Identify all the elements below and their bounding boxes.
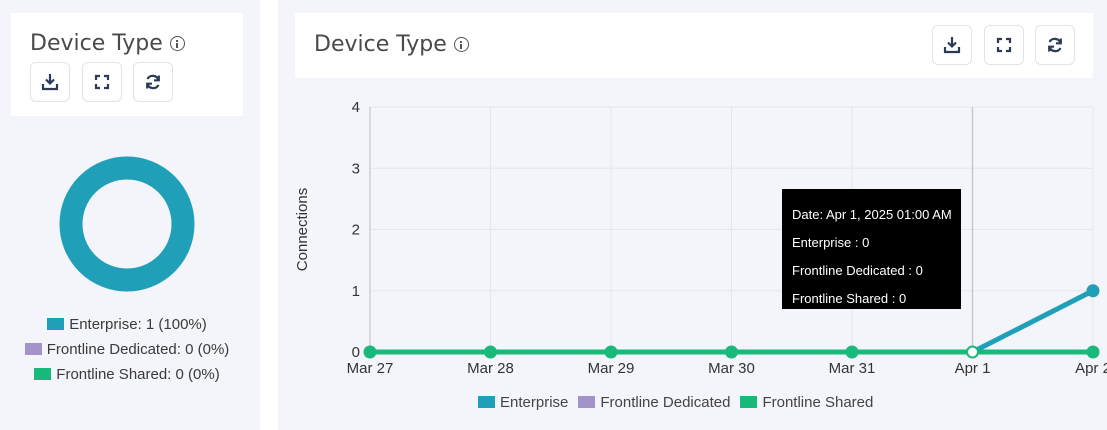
legend-item-frontline-dedicated[interactable]: Frontline Dedicated: [578, 394, 730, 411]
legend-item-frontline-shared[interactable]: Frontline Shared: [740, 394, 873, 411]
y-axis-label: Connections: [294, 188, 311, 271]
y-tick-label: 4: [352, 99, 360, 116]
legend-swatch: [34, 368, 52, 380]
y-tick-label: 1: [352, 283, 360, 300]
refresh-icon: [146, 74, 160, 90]
series-point-frontline-shared[interactable]: [484, 345, 497, 359]
y-tick-label: 3: [352, 160, 360, 177]
legend-swatch: [740, 396, 758, 408]
fullscreen-button[interactable]: [82, 62, 122, 102]
download-button[interactable]: [932, 25, 972, 65]
tooltip-frontline-shared: Frontline Shared : 0: [792, 291, 907, 306]
legend-item-enterprise[interactable]: Enterprise: [478, 394, 568, 411]
series-point-frontline-shared[interactable]: [604, 345, 618, 359]
legend-label: Frontline Shared: [762, 394, 874, 411]
series-point-frontline-shared[interactable]: [1086, 345, 1100, 359]
legend-label: Frontline Dedicated: [600, 394, 731, 411]
right-card-header: Device Type: [295, 13, 1093, 78]
left-legend: Enterprise: 1 (100%) Frontline Dedicated…: [11, 312, 243, 387]
tooltip-date: Date: Apr 1, 2025 01:00 AM: [792, 207, 952, 222]
right-card-title-text: Device Type: [314, 32, 447, 57]
chart-legend: Enterprise Frontline Dedicated Frontline S…: [478, 394, 883, 411]
x-tick-label: Apr 2: [1075, 360, 1107, 377]
left-legend-enterprise[interactable]: Enterprise: 1 (100%): [11, 312, 243, 337]
legend-swatch: [24, 343, 42, 355]
x-tick-label: Mar 27: [347, 360, 394, 377]
y-tick-label: 2: [352, 222, 360, 239]
left-card-title: Device Type: [30, 31, 185, 56]
legend-label: Frontline Dedicated: 0 (0%): [46, 341, 230, 358]
fullscreen-icon: [996, 37, 1012, 53]
y-tick-label: 0: [352, 344, 360, 361]
fullscreen-icon: [94, 74, 110, 90]
series-point-enterprise[interactable]: [1086, 284, 1100, 298]
x-tick-label: Mar 31: [829, 360, 876, 377]
x-tick-label: Apr 1: [955, 360, 991, 377]
left-legend-frontline-dedicated[interactable]: Frontline Dedicated: 0 (0%): [11, 337, 243, 362]
legend-swatch: [578, 396, 596, 408]
donut-slice-enterprise[interactable]: [59, 156, 195, 292]
tooltip-enterprise: Enterprise : 0: [792, 235, 870, 250]
series-point-frontline-shared[interactable]: [845, 345, 859, 359]
series-point-frontline-shared[interactable]: [966, 345, 979, 359]
fullscreen-button[interactable]: [984, 25, 1024, 65]
x-tick-label: Mar 29: [588, 360, 635, 377]
legend-label: Enterprise: [500, 394, 569, 411]
refresh-icon: [1048, 37, 1062, 53]
legend-label: Enterprise: 1 (100%): [69, 316, 207, 333]
refresh-button[interactable]: [133, 62, 173, 102]
left-card-header: Device Type: [11, 13, 243, 116]
x-tick-label: Mar 30: [708, 360, 755, 377]
download-icon: [943, 37, 961, 54]
refresh-button[interactable]: [1035, 25, 1075, 65]
left-legend-frontline-shared[interactable]: Frontline Shared: 0 (0%): [11, 362, 243, 387]
right-card-title: Device Type: [314, 32, 469, 57]
tooltip-frontline-dedicated: Frontline Dedicated : 0: [792, 263, 923, 278]
info-icon[interactable]: [169, 36, 185, 51]
line-chart: 0 1 2 3 4 Mar 27 Mar 28 Mar 29 Mar 30 Mar 31 Apr …: [294, 99, 1107, 377]
donut-chart: [59, 156, 195, 292]
info-icon[interactable]: [453, 37, 469, 52]
chart-tooltip: Date: Apr 1, 2025 01:00 AM Enterprise : …: [782, 189, 961, 309]
legend-swatch: [478, 396, 495, 408]
download-button[interactable]: [30, 62, 70, 102]
left-card-title-text: Device Type: [30, 31, 163, 56]
x-tick-label: Mar 28: [467, 360, 514, 377]
series-point-frontline-shared[interactable]: [725, 345, 738, 359]
series-point-frontline-shared[interactable]: [363, 345, 377, 359]
download-icon: [41, 74, 59, 91]
legend-label: Frontline Shared: 0 (0%): [56, 366, 220, 383]
legend-swatch: [47, 318, 65, 330]
